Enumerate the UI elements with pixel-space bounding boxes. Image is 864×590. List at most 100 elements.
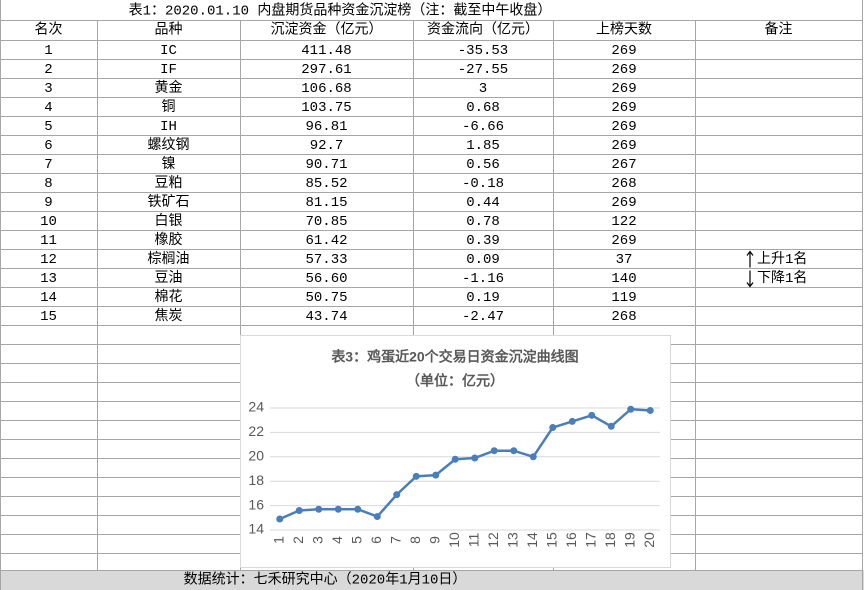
point — [510, 447, 518, 455]
cell: 11 — [40, 233, 57, 249]
cell: 1.85 — [466, 138, 500, 154]
cell: -27.55 — [458, 62, 508, 78]
point — [588, 411, 596, 419]
x-tick-label: 5 — [348, 536, 364, 544]
table-title: 表1：2020.01.10 内盘期货品种资金沉淀榜（注：截至中午收盘） — [129, 2, 552, 20]
cell: 14 — [40, 290, 57, 306]
x-tick-label: 11 — [465, 533, 481, 548]
cell: 7 — [44, 157, 52, 173]
x-tick-label: 18 — [602, 532, 618, 548]
cell: 10 — [40, 214, 57, 230]
point — [334, 505, 342, 513]
cell: IF — [160, 62, 177, 78]
cell: 4 — [44, 100, 52, 116]
cell: 61.42 — [305, 233, 347, 249]
cell: 81.15 — [305, 195, 347, 211]
cell: 铜 — [162, 99, 176, 116]
cell: 6 — [44, 138, 52, 154]
x-tick-label: 12 — [485, 532, 501, 548]
cell: 268 — [611, 176, 636, 192]
y-tick-label: 18 — [248, 472, 264, 488]
cell: 70.85 — [305, 214, 347, 230]
x-tick-label: 20 — [641, 532, 657, 548]
cell: 0.44 — [466, 195, 500, 211]
cell: -1.16 — [462, 271, 504, 287]
cell: 1 — [44, 43, 52, 59]
x-tick-label: 15 — [543, 532, 559, 548]
arrow-icon — [746, 250, 754, 268]
cell: 橡胶 — [155, 231, 183, 249]
cell: 106.68 — [301, 81, 351, 97]
cell: -6.66 — [462, 119, 504, 135]
cell: 411.48 — [301, 43, 351, 59]
cell: 2 — [44, 62, 52, 78]
header-cell: 上榜天数 — [596, 21, 652, 39]
cell: 焦炭 — [155, 308, 183, 325]
cell: 140 — [611, 271, 636, 287]
x-tick-label: 17 — [582, 532, 598, 548]
header-cell: 资金流向（亿元） — [427, 22, 539, 39]
y-tick-label: 22 — [248, 423, 264, 439]
cell: 白银 — [155, 213, 183, 230]
cell: 269 — [611, 119, 636, 135]
footer-bg — [0, 570, 864, 590]
point — [471, 454, 479, 462]
cell: 棕榈油 — [148, 251, 190, 268]
cell: 269 — [611, 81, 636, 97]
cell: 37 — [616, 252, 633, 268]
y-tick-label: 16 — [248, 496, 264, 512]
y-tick-label: 14 — [248, 521, 264, 537]
point — [315, 505, 323, 513]
x-tick-label: 9 — [426, 536, 442, 544]
cell: 0.56 — [466, 157, 500, 173]
point — [295, 506, 303, 514]
remark: 下降1名 — [757, 270, 807, 287]
cell: 9 — [44, 195, 52, 211]
cell: 3 — [44, 81, 52, 97]
cell: 镍 — [162, 156, 176, 173]
cell: -35.53 — [458, 43, 508, 59]
cell: 269 — [611, 233, 636, 249]
cell: 122 — [611, 214, 636, 230]
cell: 268 — [611, 309, 636, 325]
header-cell: 名次 — [35, 22, 63, 39]
cell: 119 — [611, 290, 636, 306]
cell: 黄金 — [155, 79, 183, 97]
point — [432, 471, 440, 479]
chart-subtitle: （单位：亿元） — [406, 373, 504, 389]
point — [646, 406, 654, 414]
cell: 269 — [611, 62, 636, 78]
point — [412, 472, 420, 480]
x-tick-label: 1 — [270, 536, 286, 544]
chart-area — [240, 335, 671, 568]
point — [529, 453, 537, 461]
cell: 85.52 — [305, 176, 347, 192]
header-cell: 沉淀资金（亿元） — [271, 22, 383, 39]
cell: 棉花 — [155, 288, 183, 306]
x-tick-label: 6 — [368, 536, 384, 544]
cell: 269 — [611, 138, 636, 154]
cell: 豆粕 — [155, 175, 183, 192]
x-tick-label: 7 — [387, 536, 403, 544]
remark: 上升1名 — [757, 251, 807, 268]
point — [354, 505, 362, 513]
cell: 0.19 — [466, 290, 500, 306]
cell: 269 — [611, 43, 636, 59]
x-tick-label: 14 — [524, 532, 540, 548]
cell: 3 — [479, 81, 487, 97]
point — [607, 422, 615, 430]
footer-text: 数据统计：七禾研究中心（2020年1月10日） — [184, 572, 467, 589]
y-tick-label: 20 — [248, 448, 264, 464]
cell: 43.74 — [305, 309, 347, 325]
cell: 92.7 — [310, 138, 344, 154]
cell: 103.75 — [301, 100, 351, 116]
x-tick-label: 19 — [621, 532, 637, 548]
cell: 0.68 — [466, 100, 500, 116]
x-tick-label: 2 — [290, 536, 306, 544]
cell: 50.75 — [305, 290, 347, 306]
cell: 豆油 — [155, 270, 183, 287]
cell: 铁矿石 — [148, 194, 190, 211]
cell: -0.18 — [462, 176, 504, 192]
